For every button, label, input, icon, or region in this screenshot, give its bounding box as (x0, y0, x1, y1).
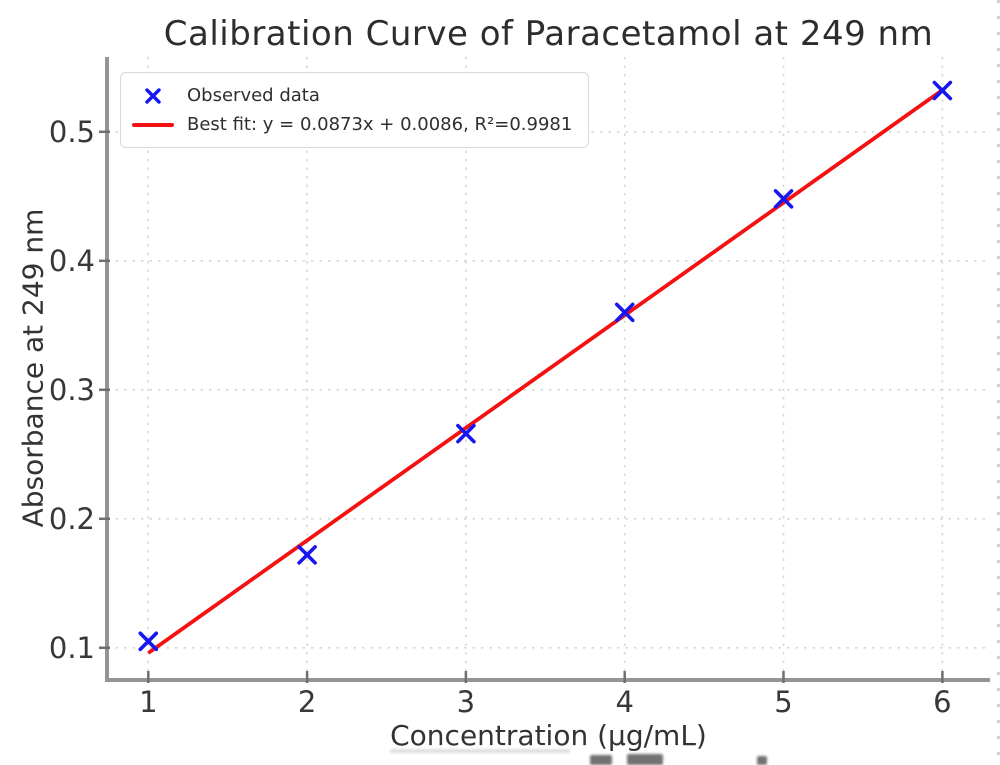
x-tick-label: 5 (774, 685, 792, 719)
cropped-text-fragment (757, 756, 767, 765)
data-point-marker (456, 423, 476, 444)
y-tick-label: 0.3 (49, 373, 95, 407)
x-tick-label: 2 (298, 685, 316, 719)
fit-line-icon (132, 122, 174, 127)
x-tick-label: 3 (457, 685, 475, 719)
x-tick-label: 6 (933, 685, 951, 719)
legend-item-observed: Observed data (127, 81, 572, 110)
best-fit-line (147, 88, 944, 655)
data-point-marker (138, 631, 159, 652)
legend-label-best-fit: Best fit: y = 0.0873x + 0.0086, R²=0.998… (187, 114, 573, 135)
data-point-marker (773, 189, 794, 209)
cropped-text-fragment (390, 749, 570, 753)
y-tick-label: 0.2 (49, 502, 95, 536)
legend: Observed data Best fit: y = 0.0873x + 0.… (120, 72, 590, 148)
x-axis-label: Concentration (µg/mL) (390, 719, 707, 752)
y-tick-label: 0.1 (49, 631, 95, 665)
y-tick-label: 0.5 (49, 115, 95, 149)
cropped-text-fragment (627, 754, 663, 765)
data-point-marker (932, 80, 953, 101)
x-tick-label: 1 (139, 685, 157, 719)
chart-title: Calibration Curve of Paracetamol at 249 … (163, 14, 934, 54)
window-edge-artifact (997, 0, 1000, 765)
legend-label-observed: Observed data (187, 85, 320, 106)
y-axis-label: Absorbance at 249 nm (16, 208, 50, 528)
cropped-text-fragment (590, 755, 612, 765)
x-tick-label: 4 (615, 685, 633, 719)
observed-marker-icon (127, 87, 179, 105)
data-point-marker (297, 545, 317, 565)
y-tick-label: 0.4 (49, 244, 95, 278)
legend-item-best-fit: Best fit: y = 0.0873x + 0.0086, R²=0.998… (127, 110, 572, 139)
data-point-marker (614, 302, 635, 323)
